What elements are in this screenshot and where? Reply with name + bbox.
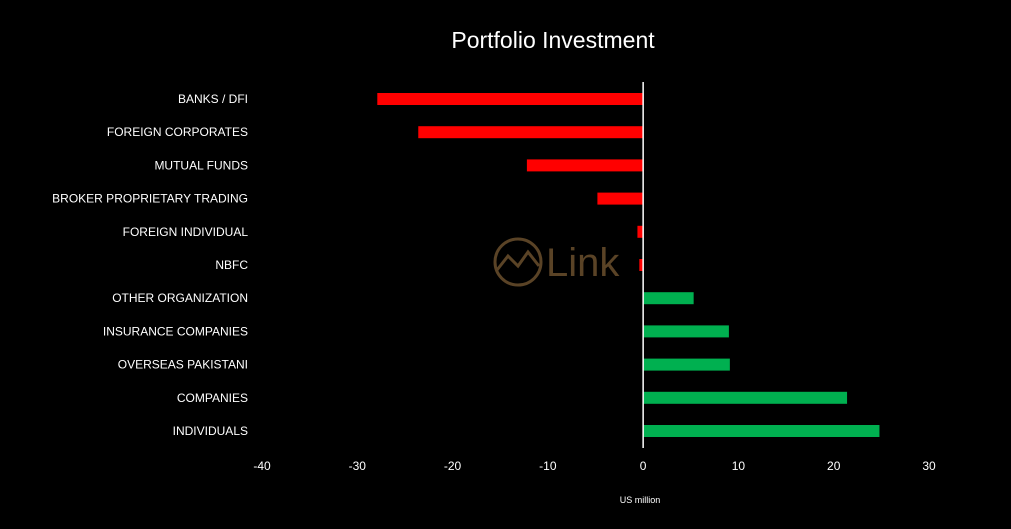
bar <box>643 425 880 437</box>
watermark: Link <box>493 237 620 287</box>
category-label: COMPANIES <box>177 391 248 405</box>
bar <box>643 358 730 371</box>
bar <box>377 93 644 105</box>
category-label: INSURANCE COMPANIES <box>103 324 248 338</box>
bar <box>418 126 644 139</box>
x-tick-label: 10 <box>732 459 746 473</box>
x-axis-tick-labels: -40 -30 -20 -10 0 10 20 30 <box>253 459 936 473</box>
x-tick-label: -10 <box>539 459 557 473</box>
bars <box>377 93 880 437</box>
x-tick-label: -30 <box>349 459 367 473</box>
category-label: NBFC <box>215 258 248 272</box>
bar <box>597 192 644 205</box>
clink-logo-icon <box>493 237 543 287</box>
category-label: OVERSEAS PAKISTANI <box>118 358 248 372</box>
x-tick-label: 30 <box>922 459 936 473</box>
category-label: BANKS / DFI <box>178 92 248 106</box>
x-tick-label: -40 <box>253 459 271 473</box>
category-label: INDIVIDUALS <box>173 424 248 438</box>
category-labels: BANKS / DFI FOREIGN CORPORATES MUTUAL FUND… <box>52 92 248 438</box>
bar <box>643 325 729 338</box>
category-label: BROKER PROPRIETARY TRADING <box>52 192 248 206</box>
x-tick-label: 0 <box>640 459 647 473</box>
category-label: OTHER ORGANIZATION <box>112 291 248 305</box>
category-label: MUTUAL FUNDS <box>154 158 248 172</box>
bar <box>643 292 694 305</box>
bar <box>637 225 644 238</box>
x-tick-label: 20 <box>827 459 841 473</box>
bar <box>639 259 644 271</box>
x-tick-label: -20 <box>444 459 462 473</box>
category-label: FOREIGN CORPORATES <box>107 125 248 139</box>
category-label: FOREIGN INDIVIDUAL <box>123 225 249 239</box>
chart-title: Portfolio Investment <box>451 27 655 53</box>
bar <box>643 391 848 404</box>
x-axis-unit-label: US million <box>620 495 661 505</box>
watermark-text: Link <box>546 241 620 285</box>
bar <box>526 159 644 172</box>
